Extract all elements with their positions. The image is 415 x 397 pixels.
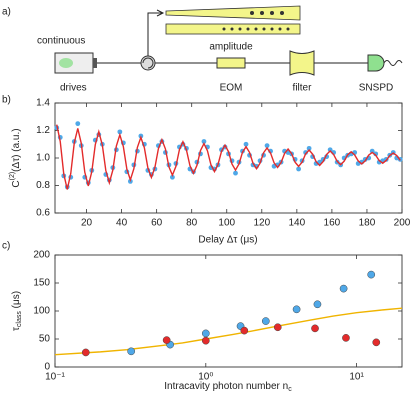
- data-point: [233, 170, 238, 176]
- data-point: [339, 284, 348, 293]
- label-part: Intracavity photon number n: [164, 381, 288, 392]
- data-point: [367, 270, 376, 279]
- data-point: [201, 329, 210, 338]
- x-tick-label: 80: [186, 218, 198, 229]
- snspd: [367, 54, 385, 72]
- y-tick-label: 100: [33, 306, 50, 317]
- data-point: [162, 336, 171, 344]
- data-point: [296, 166, 302, 172]
- data-point: [292, 305, 301, 314]
- y-tick-label: 0.6: [36, 208, 50, 219]
- data-point: [264, 143, 270, 149]
- data-point: [243, 141, 249, 147]
- label-part: (2): [9, 172, 16, 181]
- label-part: c: [288, 386, 292, 393]
- label-part: (Δτ) (a.u.): [11, 128, 22, 171]
- branch-line: [147, 12, 162, 56]
- diagram-label: continuous: [37, 36, 85, 47]
- fit-line: [56, 124, 401, 190]
- y-tick-label: 200: [33, 250, 50, 261]
- data-point: [240, 326, 249, 335]
- y-tick-label: 1.2: [36, 125, 50, 136]
- data-point: [342, 334, 350, 342]
- x-axis-label: Delay Δτ (μs): [198, 235, 257, 246]
- plot-frame: [54, 254, 403, 368]
- cable: [383, 60, 403, 66]
- holes: [222, 11, 290, 31]
- x-tick-label: 120: [253, 218, 270, 229]
- data-point: [201, 336, 210, 345]
- data-point: [75, 121, 81, 127]
- circulator-arrow: [142, 57, 154, 69]
- panel-label: c): [2, 241, 10, 252]
- y-tick-label: 0: [44, 362, 50, 373]
- x-tick-label: 140: [289, 218, 306, 229]
- diagram-label: amplitude: [209, 42, 253, 53]
- x-tick-label: 200: [394, 218, 411, 229]
- laser-port: [93, 58, 97, 68]
- y-tick-label: 0.8: [36, 180, 50, 191]
- y-tick-label: 50: [39, 334, 51, 345]
- data-point: [261, 317, 270, 325]
- data-point: [327, 147, 333, 153]
- label-part: class: [16, 311, 23, 327]
- label-part: (μs): [11, 291, 22, 311]
- x-tick-label: 20: [81, 218, 93, 229]
- panel-label: a): [2, 7, 11, 18]
- data-point: [306, 145, 312, 151]
- setup-diagram: continuous drives amplitude EOM filter S…: [37, 5, 403, 94]
- diagram-label: SNSPD: [359, 83, 393, 94]
- data-point: [372, 338, 381, 347]
- data-point: [273, 323, 282, 332]
- data-point: [127, 347, 136, 356]
- plot-frame: [54, 102, 403, 214]
- data-point: [201, 139, 207, 144]
- branch-arrow: [156, 9, 165, 17]
- y-tick-label: 1.0: [36, 153, 50, 164]
- data-point: [311, 324, 319, 333]
- data-point: [369, 148, 375, 154]
- data-point: [303, 150, 309, 155]
- label-part: τ: [11, 327, 22, 331]
- diagram-label: filter: [293, 83, 313, 94]
- y-axis-label: C(2)(Δτ) (a.u.): [9, 128, 21, 187]
- label-part: C: [11, 180, 22, 187]
- data-point: [313, 300, 322, 309]
- x-tick-label: 10¹: [349, 372, 364, 383]
- y-tick-label: 150: [33, 278, 50, 289]
- eom: [216, 57, 246, 69]
- y-tick-label: 1.4: [36, 98, 50, 109]
- x-tick-label: 10⁻¹: [45, 372, 65, 383]
- tapered-cavity: [165, 5, 301, 21]
- x-tick-label: 180: [359, 218, 376, 229]
- x-axis-label: Intracavity photon number nc: [164, 381, 292, 394]
- filter: [289, 50, 315, 76]
- x-tick-label: 160: [324, 218, 341, 229]
- data-point: [170, 174, 175, 180]
- fit-line: [55, 307, 402, 356]
- x-tick-label: 40: [116, 218, 128, 229]
- diagram-label: drives: [60, 83, 87, 94]
- laser-glow: [59, 58, 73, 68]
- panel-label: b): [2, 95, 11, 106]
- x-tick-label: 100: [218, 218, 235, 229]
- y-axis-label: τclass (μs): [11, 291, 24, 331]
- data-point: [117, 129, 123, 135]
- diagram-label: EOM: [220, 83, 243, 94]
- x-tick-label: 10⁰: [198, 372, 213, 383]
- x-tick-label: 60: [151, 218, 163, 229]
- data-point: [81, 348, 90, 357]
